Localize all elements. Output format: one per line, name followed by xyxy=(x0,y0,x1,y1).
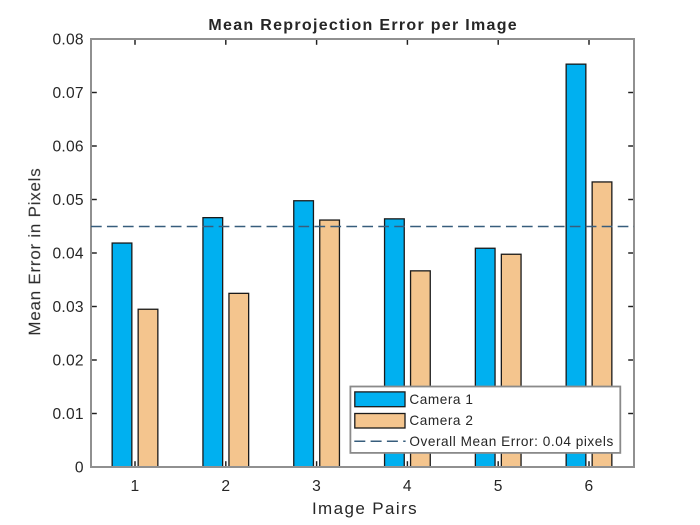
svg-text:0.06: 0.06 xyxy=(52,139,83,156)
svg-text:1: 1 xyxy=(131,478,140,495)
svg-text:2: 2 xyxy=(221,478,230,495)
svg-text:Camera 2: Camera 2 xyxy=(409,413,473,428)
svg-text:Camera 1: Camera 1 xyxy=(409,392,473,407)
svg-text:0.08: 0.08 xyxy=(52,32,83,49)
svg-text:0.01: 0.01 xyxy=(52,406,83,423)
svg-text:Mean Reprojection Error per Im: Mean Reprojection Error per Image xyxy=(208,17,518,34)
svg-text:0.05: 0.05 xyxy=(52,192,83,209)
svg-text:Mean Error in Pixels: Mean Error in Pixels xyxy=(25,168,44,336)
svg-text:0.07: 0.07 xyxy=(52,85,83,102)
svg-text:3: 3 xyxy=(312,478,321,495)
svg-text:0.03: 0.03 xyxy=(52,299,83,316)
svg-text:0.04: 0.04 xyxy=(52,246,83,263)
svg-text:5: 5 xyxy=(494,478,503,495)
svg-text:0: 0 xyxy=(75,460,84,477)
svg-text:6: 6 xyxy=(585,478,594,495)
svg-text:4: 4 xyxy=(403,478,412,495)
svg-text:Overall Mean Error: 0.04 pixel: Overall Mean Error: 0.04 pixels xyxy=(409,434,613,449)
svg-text:Image Pairs: Image Pairs xyxy=(312,499,418,518)
svg-text:0.02: 0.02 xyxy=(52,353,83,370)
